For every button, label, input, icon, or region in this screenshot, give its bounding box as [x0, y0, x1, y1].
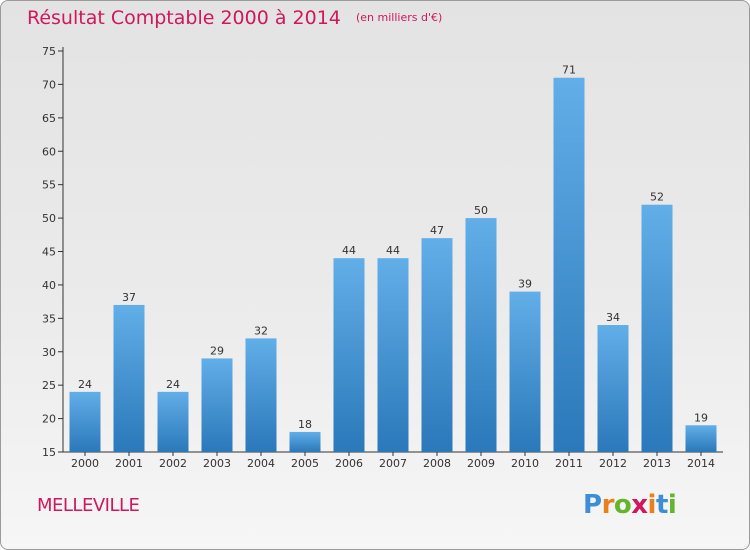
y-tick-label: 60: [42, 145, 56, 158]
x-tick-label: 2010: [511, 457, 539, 470]
x-tick-label: 2006: [335, 457, 363, 470]
y-tick-label: 65: [42, 112, 56, 125]
y-tick-label: 35: [42, 312, 56, 325]
x-tick-label: 2011: [555, 457, 583, 470]
y-tick-label: 45: [42, 246, 56, 259]
bar-value-label: 47: [430, 224, 444, 237]
logo-letter: x: [631, 490, 648, 520]
bar-value-label: 19: [694, 411, 708, 424]
bar-value-label: 44: [386, 244, 400, 257]
bar: [157, 391, 189, 452]
bar-value-label: 52: [650, 191, 664, 204]
bar-value-label: 18: [298, 418, 312, 431]
logo-letter: P: [583, 490, 602, 520]
bar: [509, 291, 541, 452]
logo-letter: o: [613, 490, 632, 520]
x-tick-label: 2013: [643, 457, 671, 470]
x-tick-label: 2003: [203, 457, 231, 470]
bars: 24 37 24 29 32 18 44 44 47 50 39 71 34 52 19: [69, 64, 717, 452]
bar: [553, 77, 585, 452]
y-tick-label: 50: [42, 212, 56, 225]
logo-letter: r: [601, 490, 615, 520]
chart-subtitle: (en milliers d'€): [355, 11, 443, 24]
x-tick-label: 2008: [423, 457, 451, 470]
y-tick-label: 30: [42, 346, 56, 359]
bar-value-label: 39: [518, 278, 532, 291]
y-tick-label: 55: [42, 179, 56, 192]
bar: [597, 325, 629, 452]
logo-letter: i: [667, 490, 677, 520]
chart-title: Résultat Comptable 2000 à 2014: [27, 7, 341, 29]
x-tick-label: 2000: [71, 457, 99, 470]
bar: [421, 238, 453, 452]
bar-value-label: 37: [122, 291, 136, 304]
y-tick-label: 75: [42, 45, 56, 58]
y-tick-label: 40: [42, 279, 56, 292]
y-tick-label: 70: [42, 78, 56, 91]
bar-value-label: 24: [166, 378, 180, 391]
bar: [685, 425, 717, 452]
bar: [113, 304, 145, 452]
bar: [641, 204, 673, 452]
bar-value-label: 34: [606, 311, 620, 324]
x-tick-label: 2007: [379, 457, 407, 470]
bar: [289, 431, 321, 452]
bar: [245, 338, 277, 452]
bar-value-label: 29: [210, 344, 224, 357]
bar-value-label: 44: [342, 244, 356, 257]
x-tick-label: 2002: [159, 457, 187, 470]
chart-title-block: Résultat Comptable 2000 à 2014 (en milli…: [27, 7, 442, 29]
x-tick-label: 2001: [115, 457, 143, 470]
logo-letter: t: [655, 490, 668, 520]
logo-letter: i: [647, 490, 657, 520]
bar: [377, 258, 409, 452]
bar-value-label: 24: [78, 378, 92, 391]
x-tick-label: 2012: [599, 457, 627, 470]
x-tick-label: 2009: [467, 457, 495, 470]
bar: [201, 358, 233, 452]
y-tick-label: 20: [42, 413, 56, 426]
bar-value-label: 71: [562, 64, 576, 77]
bar-value-label: 50: [474, 204, 488, 217]
commune-name: MELLEVILLE: [37, 495, 140, 516]
x-tick-label: 2005: [291, 457, 319, 470]
x-tick-label: 2004: [247, 457, 275, 470]
bar-value-label: 32: [254, 324, 268, 337]
bar: [333, 258, 365, 452]
x-tick-label: 2014: [687, 457, 715, 470]
proxiti-logo: Proxiti: [583, 490, 677, 520]
y-tick-label: 15: [42, 446, 56, 459]
bar: [69, 391, 101, 452]
y-tick-label: 25: [42, 379, 56, 392]
bar: [465, 218, 497, 452]
